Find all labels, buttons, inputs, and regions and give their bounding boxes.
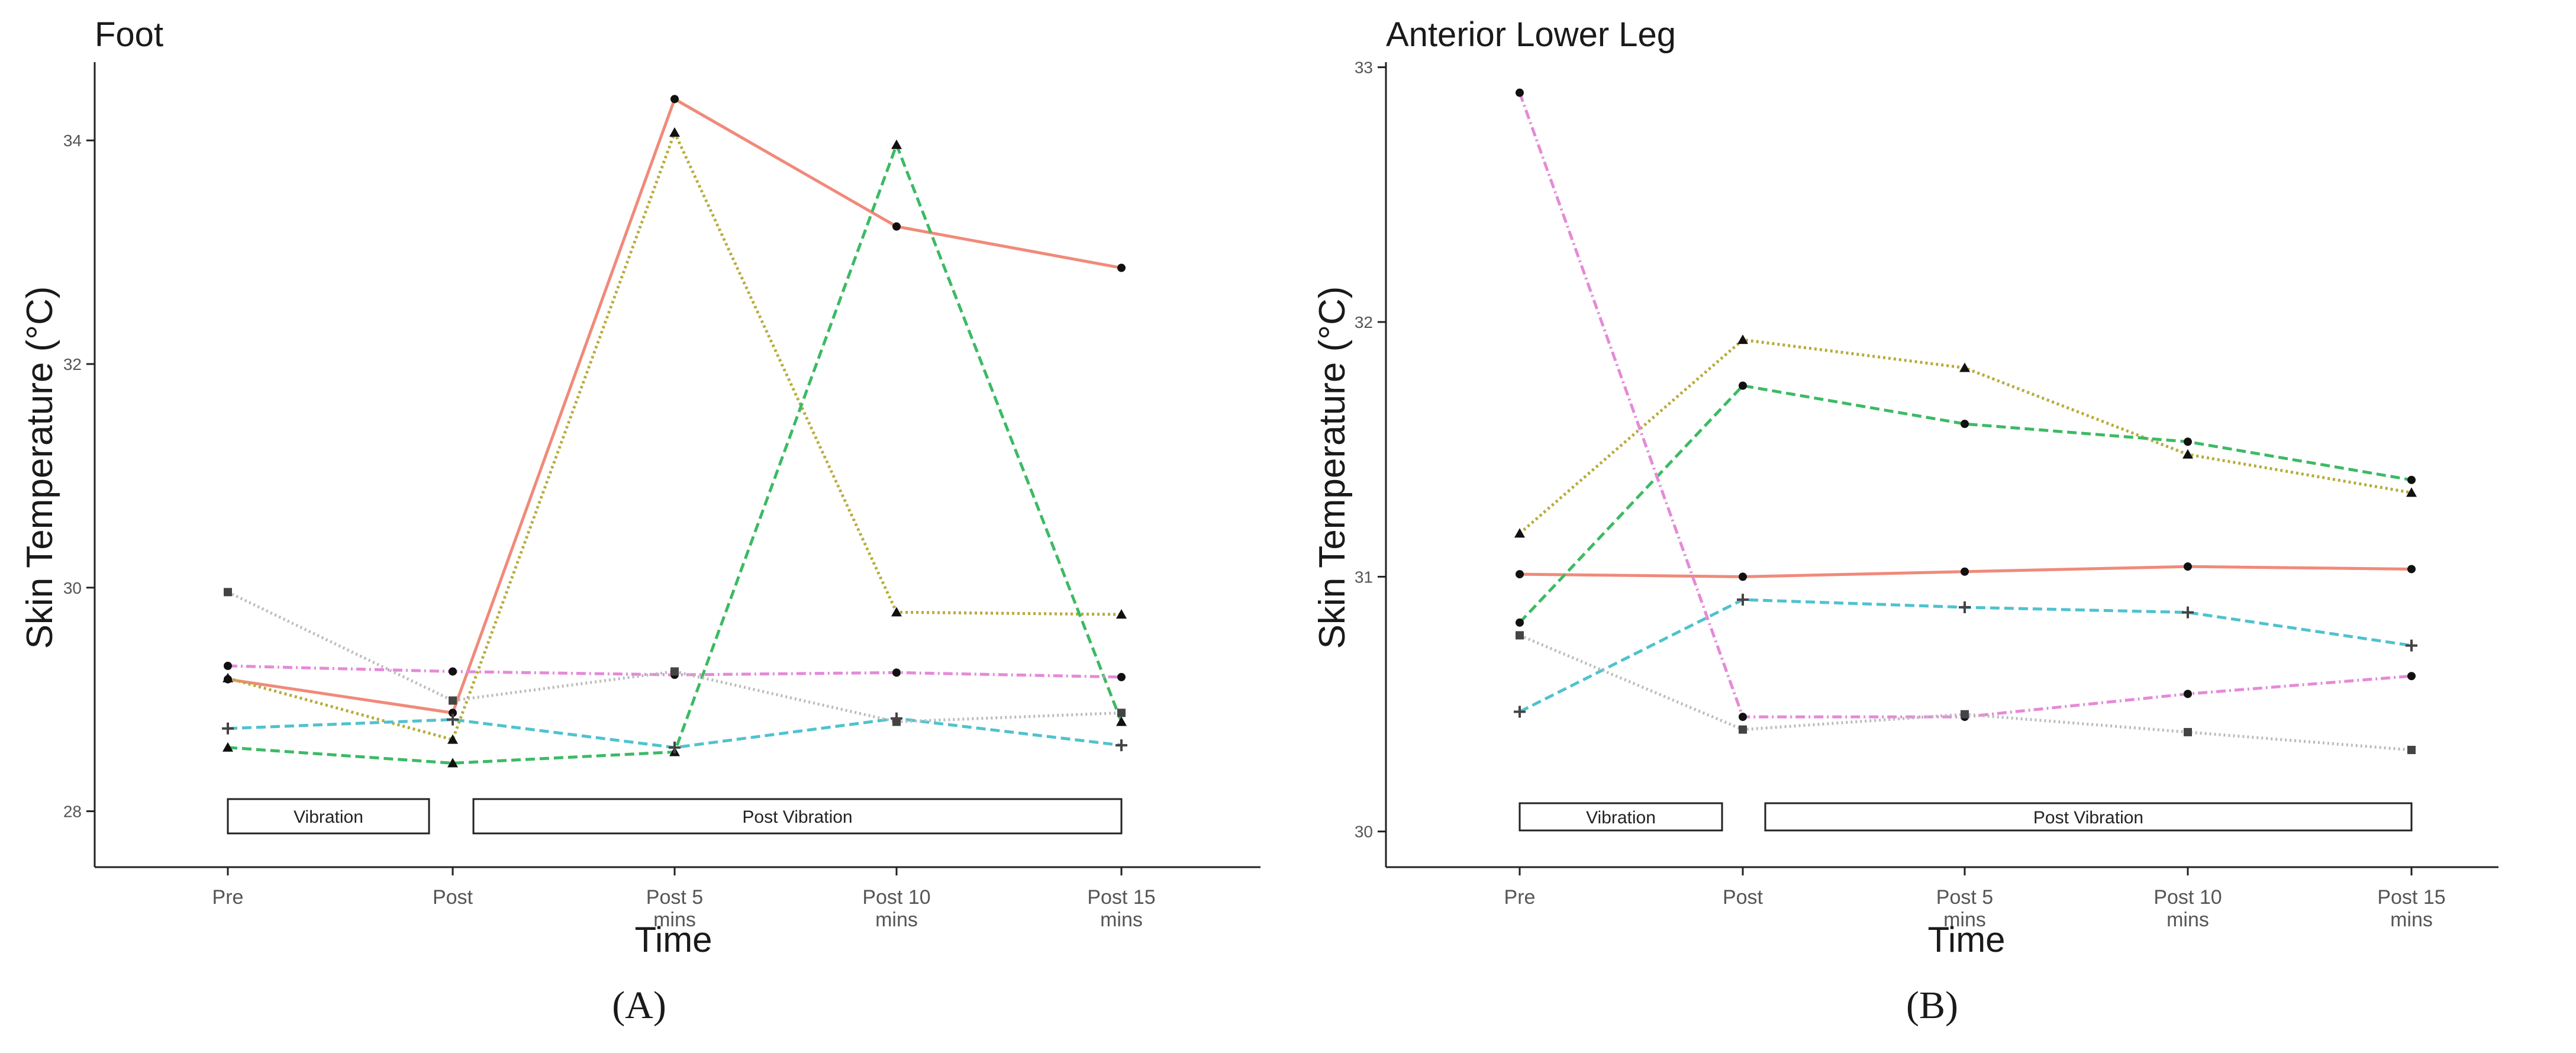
x-tick-label: Post 15 mins: [2377, 886, 2445, 931]
data-point: [891, 607, 902, 617]
data-point: [449, 696, 457, 705]
data-point: [223, 742, 233, 752]
x-tick-label: Post 5 mins: [646, 886, 703, 931]
series-line: [227, 131, 1122, 742]
panel-a: Foot Skin Temperature (°C) Time (A) 28 30…: [20, 15, 1260, 1027]
y-tick-label: 33: [1355, 59, 1373, 77]
y-tick-label: 30: [63, 579, 82, 597]
data-point: [1739, 572, 1747, 581]
x-tick-label: Post 5 mins: [1936, 886, 1993, 931]
data-point: [2407, 746, 2416, 755]
data-point: [1961, 710, 1969, 719]
data-point: [224, 588, 232, 597]
panel-caption: (B): [1906, 984, 1958, 1027]
y-tick-label: 32: [63, 355, 82, 373]
x-tick-label: Pre: [212, 886, 244, 909]
x-tick-label: Post 10 mins: [2153, 886, 2222, 931]
series-line: [227, 97, 1122, 714]
data-point: [2407, 565, 2416, 574]
data-point: [670, 95, 679, 104]
series-line: [1519, 634, 2412, 752]
data-point: [2182, 449, 2193, 459]
y-tick-label: 30: [1355, 823, 1373, 841]
data-point: [669, 127, 680, 137]
data-point: [2184, 727, 2192, 736]
data-point: [1961, 420, 1969, 429]
y-tick-label: 28: [63, 803, 82, 821]
data-point: [1739, 725, 1747, 734]
data-point: [670, 667, 679, 676]
x-tick-label: Post: [433, 886, 473, 909]
phase-box: [1764, 802, 2413, 832]
data-point: [222, 722, 234, 735]
series-line: [1518, 384, 2412, 624]
data-point: [447, 713, 459, 726]
x-tick-label: Pre: [1504, 886, 1536, 909]
x-tick-label: Post 15 mins: [1087, 886, 1155, 931]
data-point: [892, 717, 901, 726]
data-point: [1737, 334, 1748, 344]
data-point: [1115, 739, 1127, 752]
panel-b: Anterior Lower Leg Skin Temperature (°C)…: [1312, 15, 2498, 1027]
data-point: [1117, 263, 1126, 272]
data-point: [1117, 672, 1126, 681]
phase-box-label: Post Vibration: [742, 807, 852, 827]
data-point: [449, 709, 457, 717]
phase-box: [472, 798, 1123, 835]
y-tick-label: 31: [1355, 568, 1373, 586]
data-point: [2184, 690, 2192, 698]
data-point: [1516, 631, 1524, 640]
phase-box: [1518, 802, 1723, 832]
x-axis-label: Time: [1927, 920, 2005, 959]
series-line: [1518, 598, 2412, 713]
data-point: [1739, 381, 1747, 390]
data-point: [2182, 606, 2194, 619]
data-point: [1959, 362, 1970, 372]
chart-title: Anterior Lower Leg: [1386, 15, 1676, 54]
data-point: [1117, 709, 1126, 717]
y-axis-label: Skin Temperature (°C): [1312, 286, 1353, 649]
x-tick-label: Post: [1723, 886, 1763, 909]
data-point: [2406, 639, 2417, 652]
data-point: [1739, 713, 1747, 722]
data-point: [2184, 562, 2192, 571]
chart-title: Foot: [95, 15, 163, 54]
data-point: [1961, 567, 1969, 576]
series-line: [1518, 92, 2412, 719]
y-tick-label: 32: [1355, 313, 1373, 331]
data-point: [1514, 528, 1525, 538]
data-point: [224, 662, 232, 670]
data-point: [2407, 475, 2416, 484]
data-point: [2406, 487, 2417, 497]
data-point: [1516, 88, 1524, 97]
phase-box-label: Vibration: [1586, 808, 1656, 827]
data-point: [447, 734, 458, 744]
data-point: [447, 758, 458, 768]
data-point: [1516, 618, 1524, 627]
phase-box-label: Vibration: [294, 807, 363, 827]
data-point: [1959, 601, 1971, 614]
series-line: [227, 591, 1122, 723]
data-point: [1514, 706, 1526, 718]
y-axis-label: Skin Temperature (°C): [20, 286, 60, 649]
data-point: [1737, 594, 1749, 606]
y-tick-label: 34: [63, 131, 82, 150]
data-point: [1116, 609, 1127, 619]
data-point: [223, 672, 233, 682]
panel-caption: (A): [612, 984, 666, 1027]
phase-box-label: Post Vibration: [2033, 808, 2143, 827]
data-point: [1516, 570, 1524, 579]
data-point: [2407, 672, 2416, 681]
phase-box: [227, 798, 430, 835]
data-point: [2184, 437, 2192, 446]
data-point: [892, 222, 901, 231]
data-point: [669, 741, 681, 753]
data-point: [892, 668, 901, 677]
data-point: [1116, 716, 1127, 726]
x-tick-label: Post 10 mins: [862, 886, 930, 931]
data-point: [891, 139, 902, 149]
data-point: [449, 667, 457, 676]
x-axis-label: Time: [634, 920, 712, 959]
